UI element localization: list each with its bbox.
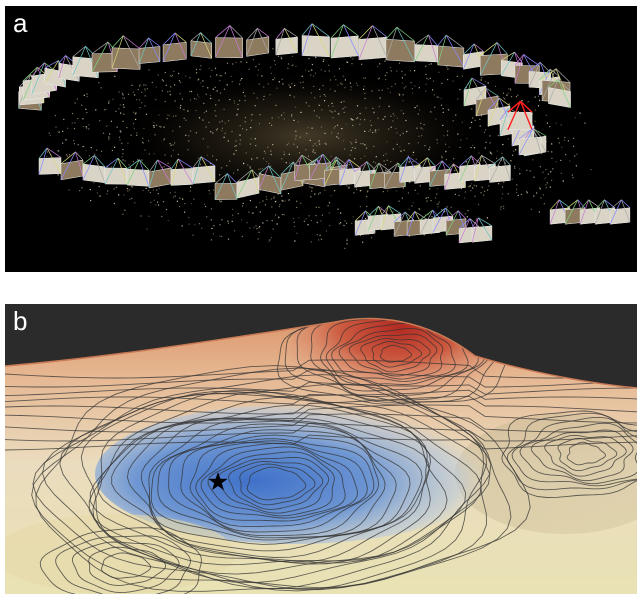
- panel-b: b: [5, 304, 637, 594]
- star-icon: [208, 472, 228, 491]
- terrain-view: [5, 304, 637, 594]
- panel-b-label: b: [13, 306, 28, 336]
- contour-lines: [5, 318, 637, 594]
- panel-a-label: a: [13, 8, 28, 38]
- camera-frustums: [18, 23, 631, 244]
- point-cloud-view: [18, 23, 631, 249]
- panel-a: a: [5, 6, 637, 272]
